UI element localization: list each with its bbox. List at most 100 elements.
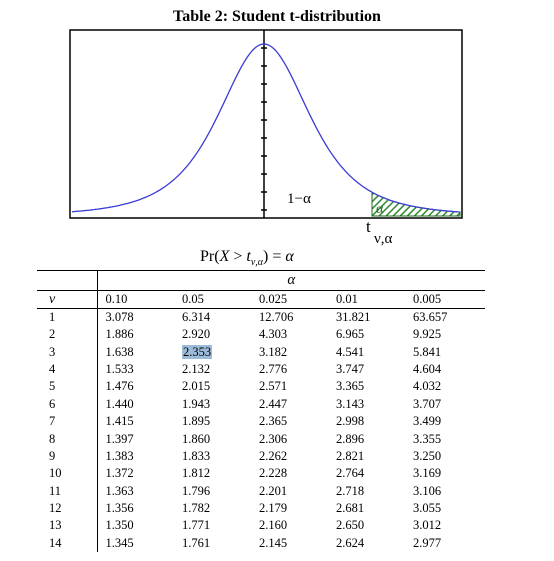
critical-value-cell: 2.624 [336, 535, 365, 550]
critical-value-cell: 2.998 [336, 414, 365, 429]
table-row: 5 1.476 2.015 2.571 3.365 4.032 [37, 378, 485, 396]
critical-value-cell: 5.841 [413, 344, 442, 359]
degrees-of-freedom-cell: 6 [37, 395, 98, 413]
critical-value-cell: 2.776 [259, 361, 288, 376]
critical-value-cell: 2.015 [182, 379, 211, 394]
critical-value-cell: 1.533 [105, 361, 134, 376]
critical-value-cell: 4.032 [413, 379, 442, 394]
critical-value-cell: 2.447 [259, 396, 288, 411]
density-curve [71, 43, 461, 213]
critical-value-cell: 3.055 [413, 501, 442, 516]
critical-value-cell: 3.499 [413, 414, 442, 429]
t-distribution-figure: 1−α α t ν,α [69, 29, 463, 247]
probability-formula: Pr(X > tν,α) = α [200, 248, 294, 268]
table-row: 10 1.372 1.812 2.228 2.764 3.169 [37, 465, 485, 483]
critical-value-cell: 4.604 [413, 361, 442, 376]
degrees-of-freedom-cell: 7 [37, 412, 98, 431]
degrees-of-freedom-cell: 14 [37, 534, 98, 553]
degrees-of-freedom-cell: 2 [37, 326, 98, 344]
alpha-column-header: 0.005 [405, 290, 485, 309]
formula-subscript: ν,α [250, 257, 264, 269]
critical-value-cell: 3.078 [105, 310, 134, 324]
critical-value-cell: 4.541 [336, 344, 365, 359]
critical-value-cell: 2.179 [259, 501, 288, 516]
critical-value-cell: 1.761 [182, 535, 211, 550]
critical-value-cell: 4.303 [259, 327, 288, 342]
critical-value-cell: 1.771 [182, 518, 211, 533]
highlighted-value: 2.353 [182, 344, 213, 359]
critical-value-cell: 1.782 [182, 501, 211, 516]
t-table: α ν 0.10 0.05 0.025 0.01 0.005 1 3.078 6.314 12… [37, 270, 485, 553]
critical-value-cell: 3.747 [336, 361, 365, 376]
alpha-header-row: α [37, 270, 485, 291]
critical-value-cell: 2.132 [182, 361, 211, 376]
critical-value-cell: 2.571 [259, 379, 288, 394]
alpha-tail-label: α [376, 202, 384, 217]
formula-gt: > [229, 248, 247, 265]
formula-rhs: ) = [263, 248, 286, 265]
degrees-of-freedom-cell: 4 [37, 360, 98, 379]
critical-value-cell: 1.356 [105, 501, 134, 516]
alpha-column-header: 0.01 [328, 290, 405, 309]
critical-value-cell: 1.350 [105, 518, 134, 533]
critical-value-cell: 2.718 [336, 483, 365, 498]
critical-value-cell: 1.345 [105, 535, 134, 550]
critical-value-cell: 2.365 [259, 414, 288, 429]
formula-alpha: α [285, 248, 294, 265]
critical-value-cell: 2.977 [413, 535, 442, 550]
formula-t: t [246, 248, 251, 265]
critical-value-cell: 3.143 [336, 396, 365, 411]
t-critical-subscript: ν,α [374, 231, 393, 247]
critical-value-cell: 2.262 [259, 448, 288, 463]
degrees-of-freedom-cell: 12 [37, 499, 98, 518]
t-critical-label: t [366, 217, 371, 236]
critical-value-cell: 1.886 [105, 327, 134, 342]
table-row: 7 1.415 1.895 2.365 2.998 3.499 [37, 412, 485, 431]
critical-value-cell: 3.012 [413, 518, 442, 533]
critical-value-cell: 1.860 [182, 431, 211, 446]
critical-value-cell: 1.415 [105, 414, 134, 429]
critical-value-cell: 63.657 [413, 310, 448, 324]
critical-value-cell: 3.182 [259, 344, 288, 359]
critical-value-cell: 1.796 [182, 483, 211, 498]
critical-value-cell: 1.363 [105, 483, 134, 498]
critical-value-cell: 1.638 [105, 344, 134, 359]
column-header-row: ν 0.10 0.05 0.025 0.01 0.005 [37, 290, 485, 309]
critical-value-cell: 1.476 [105, 379, 134, 394]
alpha-column-header: 0.05 [174, 290, 251, 309]
degrees-of-freedom-cell: 11 [37, 482, 98, 500]
critical-value-cell: 2.650 [336, 518, 365, 533]
table-row: 3 1.638 2.353 3.182 4.541 5.841 [37, 343, 485, 361]
critical-value-cell: 1.943 [182, 396, 211, 411]
table-row: 12 1.356 1.782 2.179 2.681 3.055 [37, 499, 485, 518]
formula-lhs: Pr( [200, 248, 220, 265]
critical-value-cell: 1.397 [105, 431, 134, 446]
critical-value-cell: 1.895 [182, 414, 211, 429]
critical-value-cell: 9.925 [413, 327, 442, 342]
critical-value-cell: 3.106 [413, 483, 442, 498]
critical-value-cell: 2.821 [336, 448, 365, 463]
table-row: 11 1.363 1.796 2.201 2.718 3.106 [37, 482, 485, 500]
alpha-tail-region [371, 191, 461, 217]
critical-value-cell: 2.681 [336, 501, 365, 516]
degrees-of-freedom-cell: 5 [37, 378, 98, 396]
critical-value-cell: 2.353 [174, 343, 251, 360]
critical-value-cell: 1.372 [105, 466, 134, 481]
critical-value-cell: 2.764 [336, 466, 365, 481]
critical-value-cell: 1.440 [105, 396, 134, 411]
critical-value-cell: 2.896 [336, 431, 365, 446]
critical-value-cell: 2.306 [259, 431, 288, 446]
critical-value-cell: 3.250 [413, 448, 442, 463]
critical-value-cell: 6.314 [182, 310, 211, 324]
critical-value-cell: 2.160 [259, 518, 288, 533]
nu-header: ν [37, 290, 98, 309]
critical-value-cell: 2.145 [259, 535, 288, 550]
table-row: 2 1.886 2.920 4.303 6.965 9.925 [37, 326, 485, 344]
table-row: 6 1.440 1.943 2.447 3.143 3.707 [37, 395, 485, 413]
table-row: 1 3.078 6.314 12.706 31.821 63.657 [37, 308, 485, 326]
degrees-of-freedom-cell: 8 [37, 430, 98, 448]
critical-value-cell: 3.169 [413, 466, 442, 481]
alpha-column-header: 0.025 [251, 290, 328, 309]
critical-value-cell: 31.821 [336, 310, 371, 324]
critical-value-cell: 3.707 [413, 396, 442, 411]
